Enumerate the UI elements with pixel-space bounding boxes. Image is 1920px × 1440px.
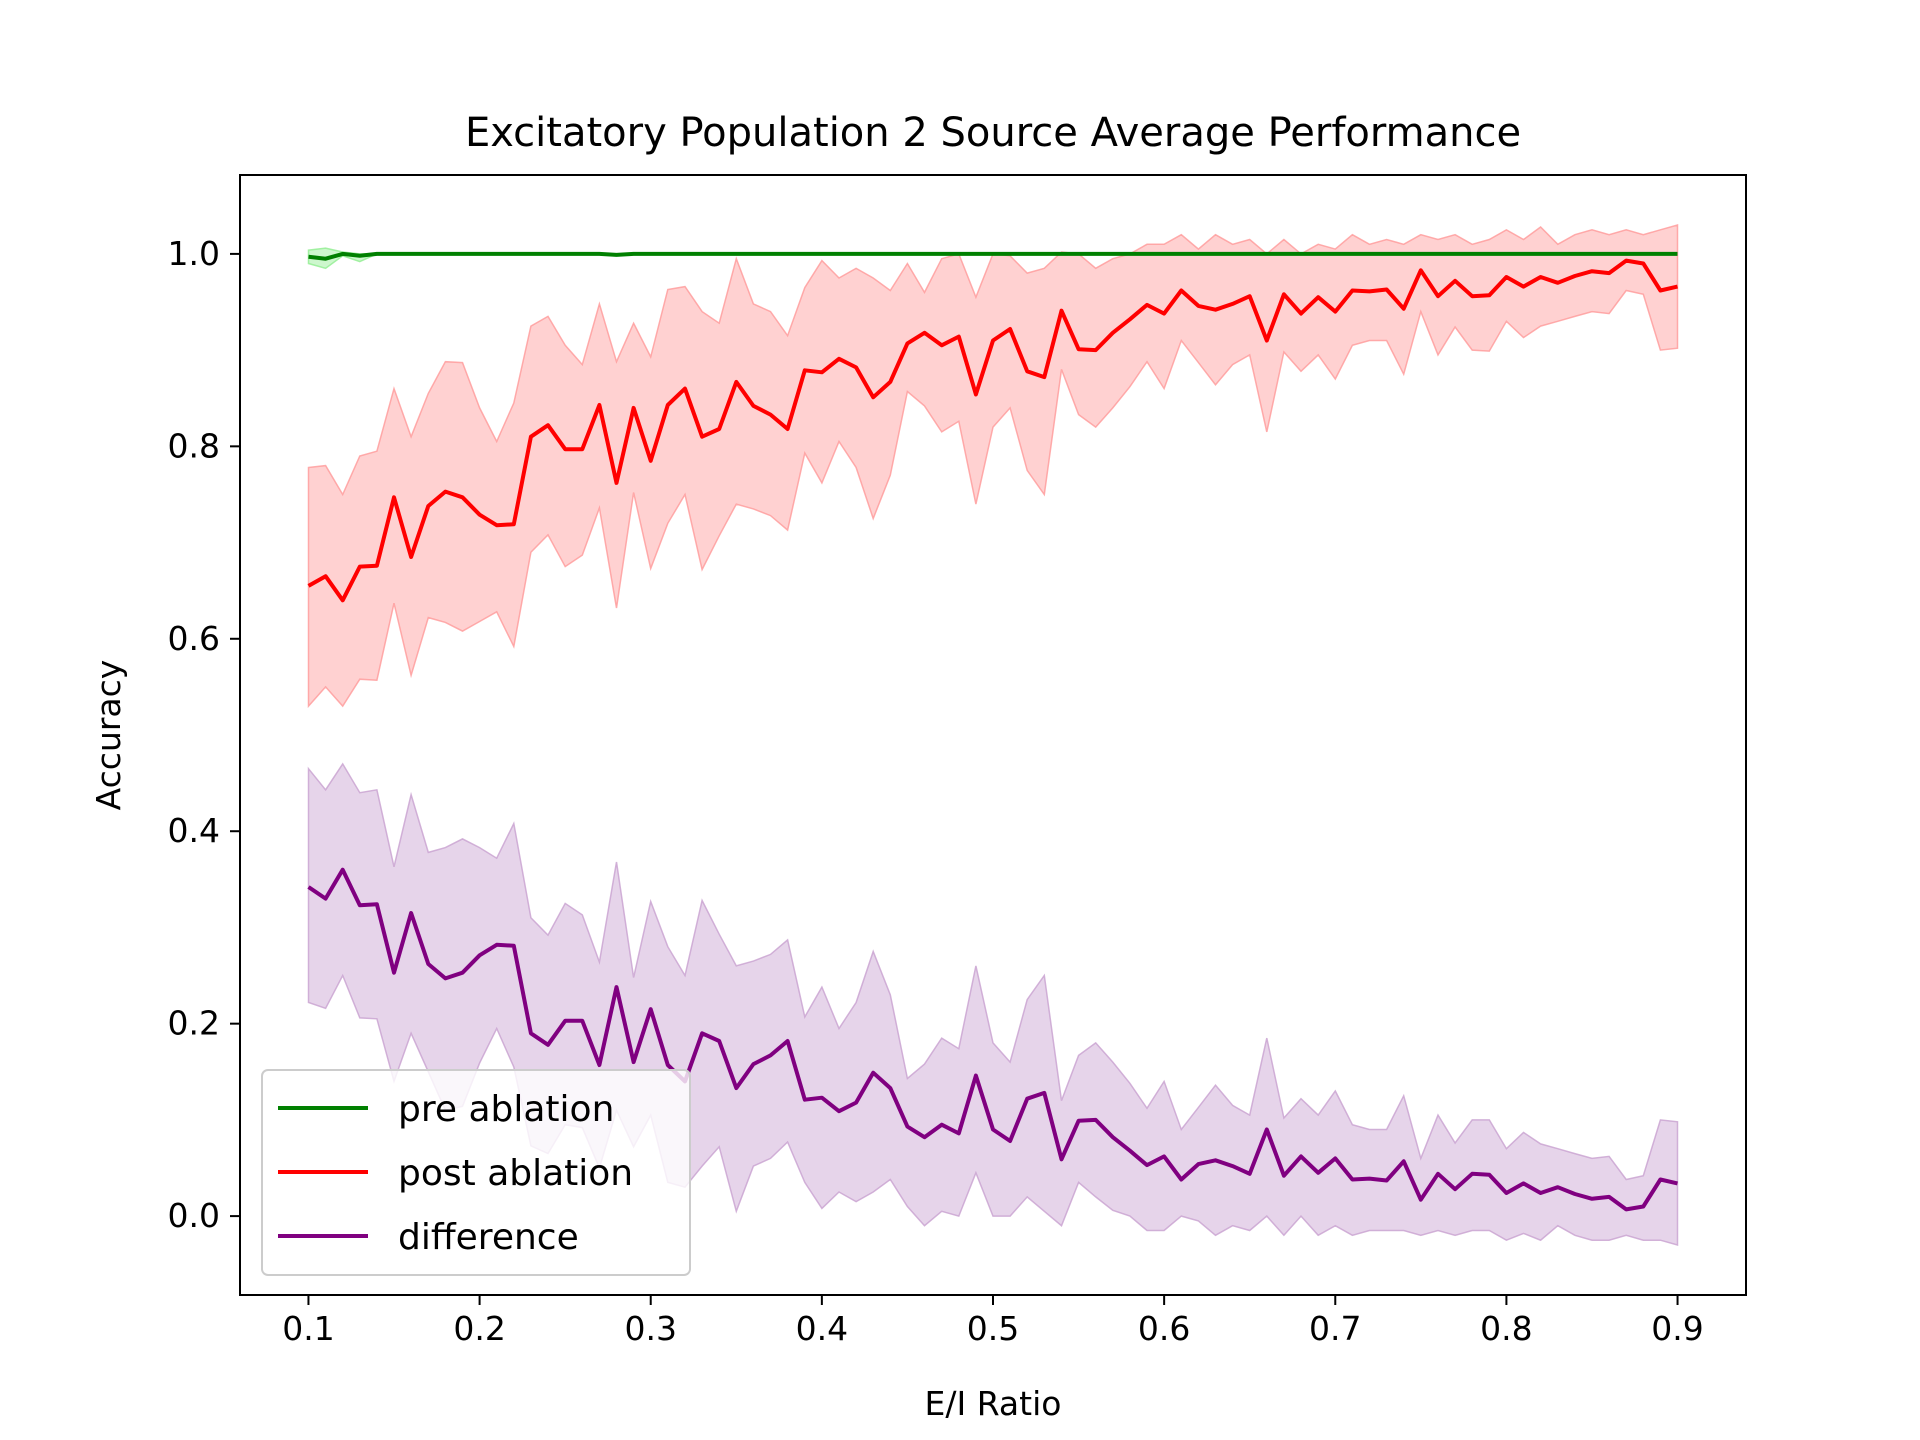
legend-label-difference: difference [398,1217,579,1258]
y-axis-label: Accuracy [89,660,128,811]
x-tick-label: 0.8 [1480,1309,1532,1348]
y-tick-label: 0.2 [168,1004,220,1043]
y-tick-label: 0.8 [168,426,220,465]
x-tick-label: 0.1 [282,1309,334,1348]
x-tick-label: 0.9 [1651,1309,1703,1348]
series-lines [307,251,1678,1212]
x-tick-label: 0.5 [967,1309,1019,1348]
x-tick-label: 0.4 [796,1309,848,1348]
difference-line [307,867,1678,1212]
legend-label-pre-ablation: pre ablation [398,1089,614,1130]
x-tick-label: 0.7 [1309,1309,1361,1348]
post-ablation-band [307,224,1679,709]
x-tick-label: 0.2 [453,1309,505,1348]
difference-band [307,762,1679,1246]
pre-ablation-line [308,251,1678,261]
x-tick-label: 0.3 [624,1309,676,1348]
x-axis: 0.1 0.2 0.3 0.4 0.5 0.6 0.7 0.8 0.9 [282,1295,1704,1348]
y-tick-label: 1.0 [168,234,220,273]
post-ablation-line [307,258,1678,603]
chart-title: Excitatory Population 2 Source Average P… [465,110,1521,156]
y-tick-label: 0.4 [168,811,220,850]
y-tick-label: 0.6 [168,619,220,658]
x-tick-label: 0.6 [1138,1309,1190,1348]
legend-label-post-ablation: post ablation [398,1153,633,1194]
legend-box [261,1069,691,1276]
y-axis: 0.0 0.2 0.4 0.6 0.8 1.0 [168,234,240,1235]
legend: pre ablation post ablation difference [261,1069,691,1276]
y-tick-label: 0.0 [168,1196,220,1235]
x-axis-label: E/I Ratio [925,1384,1062,1423]
